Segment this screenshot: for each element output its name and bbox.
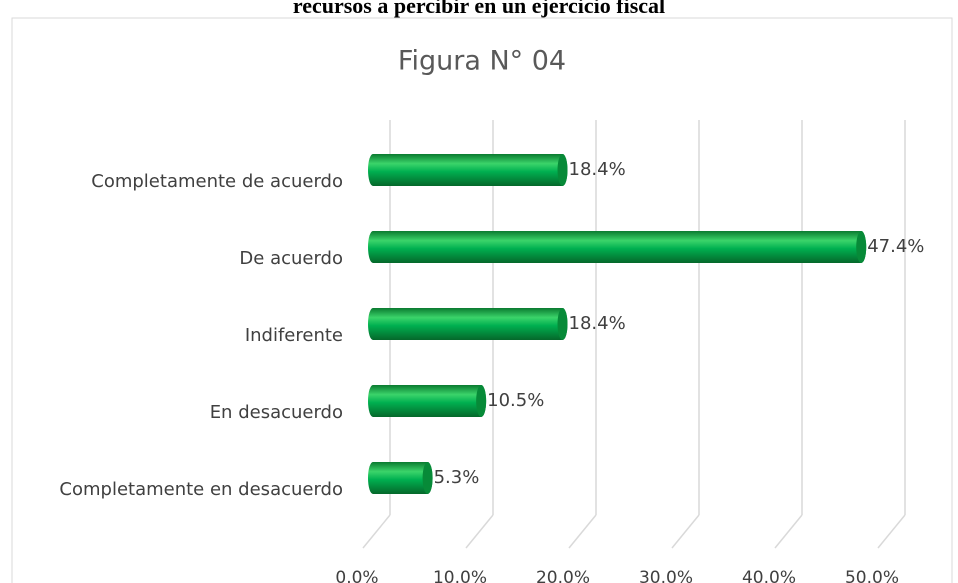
grid-line-floor (362, 514, 391, 549)
bar-cap (557, 308, 568, 340)
bar (368, 154, 568, 186)
grid-line-floor (465, 514, 494, 549)
x-tick-label: 50.0% (845, 568, 899, 583)
data-label: 18.4% (569, 313, 626, 334)
bar-cap (476, 385, 487, 417)
y-tick-label: En desacuerdo (210, 402, 343, 423)
y-tick-label: Indiferente (245, 325, 343, 346)
bar-cap (422, 462, 433, 494)
data-label: 18.4% (569, 159, 626, 180)
data-label: 47.4% (867, 236, 924, 257)
y-tick-label: Completamente en desacuerdo (59, 479, 343, 500)
chart-frame (11, 17, 953, 583)
y-tick-label: Completamente de acuerdo (91, 171, 343, 192)
data-label: 5.3% (434, 467, 480, 488)
bar (368, 462, 433, 494)
bar-cap (856, 231, 867, 263)
bar (368, 385, 487, 417)
grid-line-floor (774, 514, 803, 549)
y-tick-label: De acuerdo (239, 248, 343, 269)
data-label: 10.5% (487, 390, 544, 411)
bar-cap (557, 154, 568, 186)
bar (368, 231, 867, 263)
x-tick-label: 20.0% (536, 568, 590, 583)
x-tick-label: 10.0% (433, 568, 487, 583)
x-tick-label: 0.0% (335, 568, 378, 583)
x-tick-label: 40.0% (742, 568, 796, 583)
chart-title: Figura N° 04 (398, 46, 566, 77)
grid-line-floor (877, 514, 906, 549)
grid-line-floor (671, 514, 700, 549)
grid-line-floor (568, 514, 597, 549)
bar (368, 308, 568, 340)
page-header: recursos a percibir en un ejercicio fisc… (293, 0, 665, 18)
x-tick-label: 30.0% (639, 568, 693, 583)
